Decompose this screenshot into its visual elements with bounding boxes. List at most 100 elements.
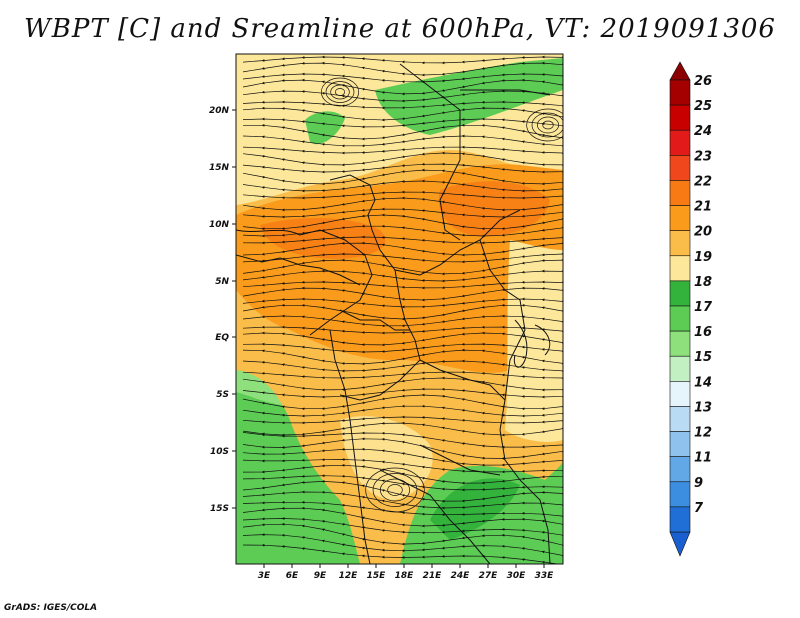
lon-label-18E: 18E: [395, 571, 415, 581]
lon-tick-27E: 27E: [479, 564, 499, 581]
streamline-vortex: [325, 81, 355, 103]
colorbar-level-label: 7: [694, 501, 704, 516]
colorbar-box: [669, 230, 691, 257]
streamlines: [242, 55, 563, 564]
colorbar-box: [669, 104, 691, 131]
lon-tick-9E: 9E: [314, 564, 327, 581]
colorbar-box: [669, 406, 691, 432]
streamline: [242, 145, 563, 155]
lat-tick-EQ: EQ: [215, 333, 236, 343]
streamline-vortex: [330, 84, 350, 100]
colorbar-level-label: 23: [694, 149, 712, 164]
streamline: [242, 241, 563, 257]
colorbar-level-label: 25: [694, 99, 712, 114]
lon-label-9E: 9E: [314, 571, 327, 581]
streamline: [242, 269, 563, 283]
lon-tick-24E: 24E: [451, 564, 471, 581]
colorbar-level-label: 14: [694, 375, 712, 390]
lon-tick-18E: 18E: [395, 564, 415, 581]
colorbar-box: [669, 506, 691, 533]
colorbar-level-label: 11: [694, 451, 712, 466]
lat-label-5S: 5S: [216, 390, 229, 400]
streamline: [242, 235, 563, 245]
colorbar-box: [669, 330, 691, 357]
lat-label-15S: 15S: [210, 504, 229, 514]
streamline-vortex: [531, 112, 563, 138]
lon-label-15E: 15E: [367, 571, 387, 581]
lon-label-27E: 27E: [479, 571, 499, 581]
lon-label-30E: 30E: [507, 571, 527, 581]
colorbar-box: [669, 456, 691, 483]
colorbar-labels: 26 25 24 23 22 21 20 19 18 17 16 15 14 13 12 11 9 7: [694, 74, 713, 516]
colorbar: 26 25 24 23 22 21 20 19 18 17 16 15 14 13 12 11 9 7: [669, 61, 713, 557]
streamline-vortex: [334, 88, 346, 96]
colorbar-box: [669, 79, 691, 106]
colorbar-level-label: 17: [694, 300, 713, 315]
streamline-vortex: [542, 120, 554, 130]
lon-label-33E: 33E: [535, 571, 555, 581]
lon-label-21E: 21E: [423, 571, 443, 581]
streamline: [242, 134, 563, 148]
colorbar-boxes: [669, 79, 691, 533]
lon-tick-15E: 15E: [367, 564, 387, 581]
lat-tick-20N: 20N: [209, 106, 236, 116]
lat-label-20N: 20N: [209, 106, 230, 116]
lon-tick-6E: 6E: [286, 564, 299, 581]
country-boundaries: [236, 63, 551, 564]
lat-tick-15N: 15N: [209, 163, 236, 173]
map-panel: [236, 54, 563, 564]
streamline-vortex: [372, 473, 418, 507]
lat-label-EQ: EQ: [215, 333, 229, 343]
colorbar-box: [669, 129, 691, 156]
streamline: [242, 106, 563, 122]
colorbar-bottom-arrow: [669, 531, 691, 557]
streamline: [242, 314, 563, 328]
colorbar-level-label: 16: [694, 325, 712, 340]
streamline-vortex: [526, 108, 563, 142]
lat-tick-5S: 5S: [216, 390, 236, 400]
streamline-vortex: [320, 77, 360, 107]
streamline-vortex: [387, 484, 403, 496]
lon-tick-33E: 33E: [535, 564, 555, 581]
colorbar-level-label: 12: [694, 426, 712, 441]
streamline: [243, 123, 563, 141]
colorbar-box: [669, 255, 691, 282]
colorbar-top-arrow: [669, 61, 691, 81]
lon-label-24E: 24E: [451, 571, 471, 581]
streamline-vortex: [536, 116, 560, 134]
lon-label-3E: 3E: [258, 571, 271, 581]
colorbar-level-label: 24: [694, 124, 712, 139]
colorbar-level-label: 15: [694, 350, 712, 365]
colorbar-level-label: 21: [694, 200, 712, 215]
lat-tick-5N: 5N: [215, 277, 236, 287]
lat-tick-15S: 15S: [210, 504, 236, 514]
colorbar-level-label: 19: [694, 250, 712, 265]
lon-tick-3E: 3E: [258, 564, 271, 581]
lon-tick-30E: 30E: [507, 564, 527, 581]
colorbar-level-label: 20: [694, 225, 712, 240]
lon-axis: 3E 6E 9E 12E 15E 18E 21E 24E 27E 30E 33E: [258, 564, 554, 581]
plot-title: WBPT [C] and Sreamline at 600hPa, VT: 20…: [24, 14, 776, 44]
lat-tick-10N: 10N: [209, 220, 236, 230]
colorbar-box: [669, 305, 691, 332]
colorbar-box: [669, 155, 691, 181]
streamline-vortex: [365, 467, 425, 513]
lat-axis: 20N 15N 10N 5N EQ 5S 10S 15S: [209, 106, 236, 514]
lon-tick-12E: 12E: [339, 564, 359, 581]
colorbar-box: [669, 381, 691, 407]
lat-tick-10S: 10S: [210, 447, 236, 457]
colorbar-box: [669, 431, 691, 457]
lon-label-6E: 6E: [286, 571, 299, 581]
lon-label-12E: 12E: [339, 571, 359, 581]
streamline-vortex: [379, 478, 411, 502]
streamline: [242, 224, 563, 238]
colorbar-box: [669, 180, 691, 206]
lat-label-15N: 15N: [209, 163, 230, 173]
lat-label-10N: 10N: [209, 220, 230, 230]
lat-label-5N: 5N: [215, 277, 229, 287]
colorbar-level-label: 26: [694, 74, 712, 89]
streamline: [242, 89, 563, 103]
colorbar-box: [669, 355, 691, 382]
colorbar-level-label: 9: [694, 476, 703, 491]
